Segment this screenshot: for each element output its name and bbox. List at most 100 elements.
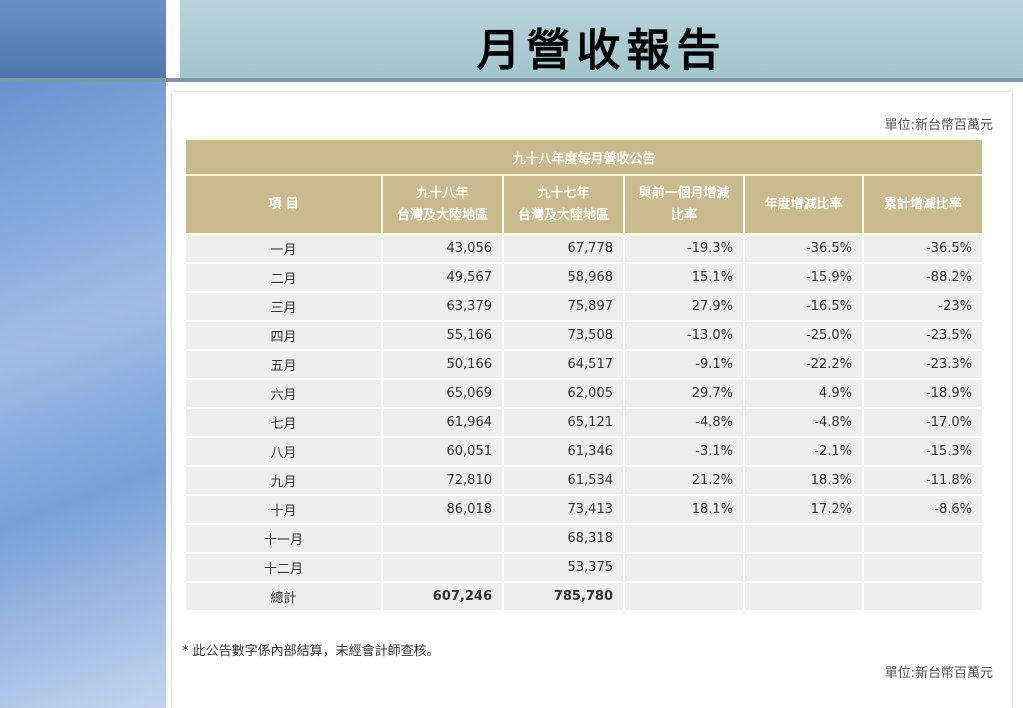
cell: -9.1% [623,349,745,380]
row-label: 七月 [184,407,383,438]
table-row: 十一月 68,318 [184,523,984,554]
cell: 61,964 [381,407,504,438]
cell: 73,508 [502,320,625,351]
header-line: 九十七年 [537,185,590,201]
table-row: 十月 86,018 73,413 18.1% 17.2% -8.6% [184,494,984,525]
revenue-table: 九十八年度每月營收公告項 目九十八年 台灣及大陸地區 九十七年 台灣及大陸地區 與前一個… [184,138,984,612]
cell: 61,534 [502,465,625,496]
cell: -23.5% [862,320,984,351]
cell: 29.7% [623,378,745,409]
cell: 65,069 [381,378,504,409]
caption: 九十八年度每月營收公告 [184,138,984,176]
cell: -11.8% [862,465,984,496]
header-line: 台灣及大陸地區 [396,207,488,223]
header-line: 台灣及大陸地區 [517,207,609,223]
cell: -25.0% [743,320,864,351]
table-row: 三月 63,379 75,897 27.9% -16.5% -23% [184,291,984,322]
cell: 21.2% [623,465,745,496]
column-header: 累計增減比率 [862,174,984,235]
table-row: 二月 49,567 58,968 15.1% -15.9% -88.2% [184,262,984,293]
cell: 53,375 [502,552,625,583]
row-label: 五月 [184,349,383,380]
cell: 67,778 [502,233,625,264]
cell: -2.1% [743,436,864,467]
cell: 43,056 [381,233,504,264]
cell: 63,379 [381,291,504,322]
cell: -36.5% [743,233,864,264]
cell: -23.3% [862,349,984,380]
cell: -18.9% [862,378,984,409]
cell: -15.3% [862,436,984,467]
cell [862,523,984,554]
cell: -19.3% [623,233,745,264]
cell [862,581,984,612]
table-row: 五月 50,166 64,517 -9.1% -22.2% -23.3% [184,349,984,380]
cell: -3.1% [623,436,745,467]
table-row: 九月 72,810 61,534 21.2% 18.3% -11.8% [184,465,984,496]
cell: 18.3% [743,465,864,496]
cell: 72,810 [381,465,504,496]
row-label: 總計 [184,581,383,612]
cell: -4.8% [743,407,864,438]
column-header: 九十七年台灣及大陸地區 [502,174,625,235]
table-row: 八月 60,051 61,346 -3.1% -2.1% -15.3% [184,436,984,467]
cell: 17.2% [743,494,864,525]
row-label: 二月 [184,262,383,293]
cell: -17.0% [862,407,984,438]
cell: 18.1% [623,494,745,525]
cell: -13.0% [623,320,745,351]
cell: 607,246 [381,581,504,612]
title: 月營收報告 [476,25,727,76]
cell: 64,517 [502,349,625,380]
cell: -16.5% [743,291,864,322]
cell: 62,005 [502,378,625,409]
row-label: 九月 [184,465,383,496]
side-decoration [0,82,166,708]
column-header: 年度增減比率 [743,174,864,235]
cell [381,523,504,554]
cell: -88.2% [862,262,984,293]
column-header: 項 目 [184,174,383,235]
caption-row: 九十八年度每月營收公告 [184,138,984,176]
cell [862,552,984,583]
footnote: * 此公告數字係內部結算，未經會計師查核。 [182,644,440,659]
cell: -15.9% [743,262,864,293]
header-row: 項 目九十八年 台灣及大陸地區 九十七年 台灣及大陸地區 與前一個月增減 比率 年度增減比率… [184,174,984,235]
cell: 73,413 [502,494,625,525]
cell: 50,166 [381,349,504,380]
title-bar [180,0,1023,78]
cell: 55,166 [381,320,504,351]
header-line: 年度增減比率 [764,196,843,212]
header-line: 累計增減比率 [883,196,962,212]
row-label: 六月 [184,378,383,409]
column-header: 九十八年 台灣及大陸地區 [381,174,504,235]
row-label: 十一月 [184,523,383,554]
header-line: 比率 [670,207,697,223]
row-label: 一月 [184,233,383,264]
cell: -4.8% [623,407,745,438]
table-row: 十二月 53,375 [184,552,984,583]
unit-note: 單位:新台幣百萬元 [884,118,993,133]
cell [381,552,504,583]
cell [743,523,864,554]
row-label: 四月 [184,320,383,351]
table-row: 總計 607,246 785,780 [184,581,984,612]
table-row: 四月 55,166 73,508 -13.0% -25.0% -23.5% [184,320,984,351]
cell [623,581,745,612]
column-header: 與前一個月增減 比率 [623,174,745,235]
cell: -36.5% [862,233,984,264]
corner-block [0,0,166,78]
header-line: 項 目 [268,196,299,212]
cell [623,552,745,583]
cell: 49,567 [381,262,504,293]
divider [0,78,1023,82]
unit-note: 單位:新台幣百萬元 [884,666,993,681]
cell: 60,051 [381,436,504,467]
cell: 75,897 [502,291,625,322]
table-row: 一月 43,056 67,778 -19.3% -36.5% -36.5% [184,233,984,264]
row-label: 十二月 [184,552,383,583]
row-label: 八月 [184,436,383,467]
cell: 785,780 [502,581,625,612]
table-row: 六月 65,069 62,005 29.7% 4.9% -18.9% [184,378,984,409]
